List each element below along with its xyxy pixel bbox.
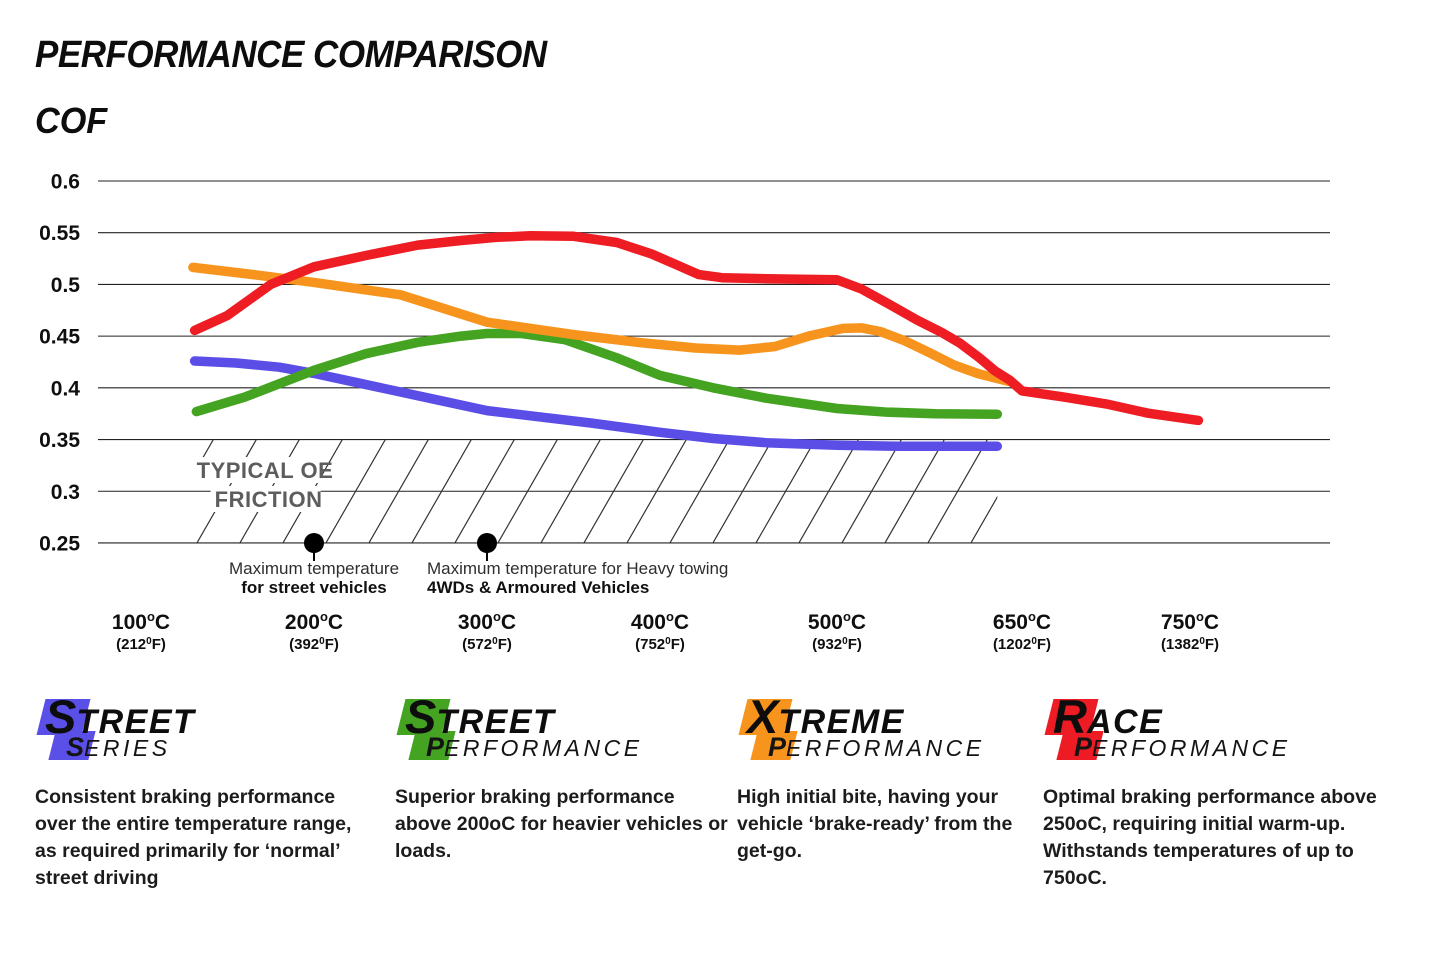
- series-race-performance: [189, 231, 1204, 426]
- max-temp-annotation-line2: 4WDs & Armoured Vehicles: [427, 578, 649, 597]
- race-performance-logo: R ACE P ERFORMANCE: [1043, 693, 1378, 768]
- street-series-logo: S TREET S ERIES: [35, 693, 375, 768]
- oe-zone-label-line1: TYPICAL OE: [197, 458, 334, 483]
- logo-word2: P ERFORMANCE: [768, 732, 985, 762]
- max-temp-marker-dot: [477, 533, 497, 553]
- x-tick-celsius: 650oC: [993, 609, 1051, 634]
- product-race-performance: R ACE P ERFORMANCE Optimal braking perform…: [1043, 693, 1378, 892]
- page-title: PERFORMANCE COMPARISON: [35, 34, 547, 76]
- x-tick-fahrenheit: (9320F): [812, 636, 862, 653]
- y-tick-label: 0.25: [39, 532, 80, 555]
- logo-word1: S TREET: [405, 690, 556, 743]
- x-tick-celsius: 100oC: [112, 609, 170, 634]
- y-tick-label: 0.45: [39, 326, 80, 349]
- y-tick-label: 0.35: [39, 429, 80, 452]
- x-tick-fahrenheit: (3920F): [289, 636, 339, 653]
- x-tick-fahrenheit: (13820F): [1161, 636, 1219, 653]
- max-temp-annotation-line1: Maximum temperature for Heavy towing: [427, 559, 728, 578]
- xtreme-performance-logo: X TREME P ERFORMANCE: [737, 693, 1022, 768]
- logo-word1: R ACE: [1053, 690, 1164, 743]
- y-axis-heading: COF: [35, 100, 108, 141]
- gridlines: 0.6 0.55 0.5 0.45 0.4 0.35 0.3 0.25: [39, 171, 1330, 555]
- race-performance-description: Optimal braking performance above 250oC,…: [1043, 786, 1377, 889]
- y-tick-label: 0.4: [51, 377, 81, 400]
- x-tick-celsius: 400oC: [631, 609, 689, 634]
- cof-chart: 0.6 0.55 0.5 0.45 0.4 0.35 0.3 0.25 TYPICAL OE FR…: [39, 171, 1330, 653]
- x-tick-celsius: 300oC: [458, 609, 516, 634]
- x-axis-labels: 100oC (2120F) 200oC (3920F) 300oC (5720F) 400o…: [112, 609, 1219, 653]
- logo-word2: S ERIES: [66, 732, 171, 762]
- oe-zone-label-line2: FRICTION: [215, 487, 323, 512]
- y-tick-label: 0.55: [39, 222, 80, 245]
- logo-word1: S TREET: [45, 690, 196, 743]
- y-tick-label: 0.3: [51, 481, 80, 504]
- y-tick-label: 0.6: [51, 171, 80, 194]
- logo-word1: X TREME: [747, 690, 905, 743]
- logo-word2: P ERFORMANCE: [1074, 732, 1291, 762]
- xtreme-performance-description: High initial bite, having your vehicle ‘…: [737, 786, 1013, 862]
- x-tick-celsius: 200oC: [285, 609, 343, 634]
- product-xtreme-performance: X TREME P ERFORMANCE High initial bite, ha…: [737, 693, 1022, 865]
- x-tick-fahrenheit: (2120F): [116, 636, 166, 653]
- series-street-performance: [191, 328, 1003, 419]
- street-series-description: Consistent braking performance over the …: [35, 786, 352, 889]
- x-tick-fahrenheit: (5720F): [462, 636, 512, 653]
- x-tick-fahrenheit: (7520F): [635, 636, 685, 653]
- max-temp-annotation-line2: for street vehicles: [241, 578, 387, 597]
- x-tick-celsius: 750oC: [1161, 609, 1219, 634]
- street-performance-description: Superior braking performance above 200oC…: [395, 786, 728, 862]
- street-performance-logo: S TREET P ERFORMANCE: [395, 693, 735, 768]
- max-temp-marker-dot: [304, 533, 324, 553]
- y-tick-label: 0.5: [51, 274, 81, 297]
- product-street-performance: S TREET P ERFORMANCE Superior braking perf…: [395, 693, 735, 865]
- logo-word2: P ERFORMANCE: [426, 732, 643, 762]
- series-xtreme-performance: [188, 262, 1015, 387]
- max-temp-annotation-line1: Maximum temperature: [229, 559, 399, 578]
- cof-chart-svg: 0.6 0.55 0.5 0.45 0.4 0.35 0.3 0.25 TYPICAL OE FR…: [39, 171, 1330, 653]
- x-tick-celsius: 500oC: [808, 609, 866, 634]
- x-tick-fahrenheit: (12020F): [993, 636, 1051, 653]
- product-street-series: S TREET S ERIES Consistent braking perform…: [35, 693, 375, 892]
